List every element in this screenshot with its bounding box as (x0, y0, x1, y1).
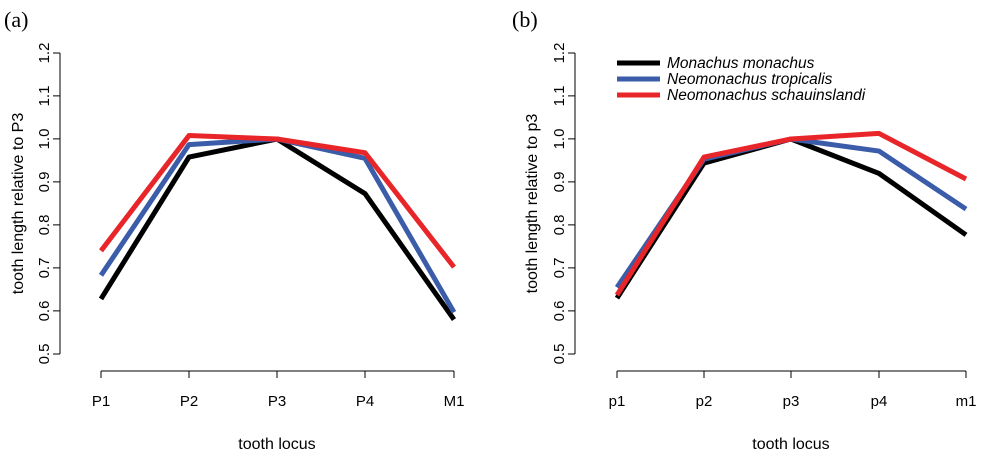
y-axis-b (568, 52, 576, 355)
series-lines-a (98, 133, 457, 322)
series-line-neomonachus-tropicalis-a (98, 136, 457, 314)
x-tick-labels-a: P1 P2 P3 P4 M1 (92, 393, 465, 410)
x-tick-label: p3 (783, 393, 800, 410)
y-tick-label: 1.2 (551, 43, 568, 64)
y-tick-label: 0.6 (551, 301, 568, 322)
x-tick-label: p1 (609, 393, 626, 410)
y-axis-title-a: tooth length relative to P3 (10, 113, 27, 295)
y-tick-label: 0.6 (36, 301, 53, 322)
x-tick-label: P4 (356, 393, 374, 410)
y-tick-label: 1.0 (36, 129, 53, 150)
series-line-monachus-monachus-b (614, 136, 968, 300)
panel-label-b: (b) (512, 7, 538, 32)
y-tick-label: 0.7 (551, 258, 568, 279)
legend: Monachus monachus Neomonachus tropicalis… (617, 55, 866, 104)
y-tick-label: 0.8 (551, 215, 568, 236)
y-tick-label: 1.1 (36, 86, 53, 107)
legend-label-monachus-monachus: Monachus monachus (667, 55, 815, 72)
y-tick-label: 0.9 (551, 172, 568, 193)
x-tick-labels-b: p1 p2 p3 p4 m1 (609, 393, 977, 410)
y-tick-label: 0.9 (36, 172, 53, 193)
legend-label-neomonachus-schauinslandi: Neomonachus schauinslandi (667, 87, 866, 104)
panel-label-a: (a) (4, 7, 28, 32)
y-axis-title-b: tooth length relative to p3 (524, 114, 541, 294)
y-tick-label: 0.8 (36, 215, 53, 236)
x-tick-label: m1 (956, 393, 977, 410)
series-line-neomonachus-schauinslandi-b (614, 130, 968, 297)
y-tick-label: 1.1 (551, 86, 568, 107)
x-axis-b (616, 370, 967, 378)
x-axis-a (100, 370, 455, 378)
y-axis-a (53, 52, 61, 355)
x-tick-label: P2 (180, 393, 198, 410)
x-axis-title-b: tooth locus (752, 436, 829, 453)
y-tick-labels-a: 0.5 0.6 0.7 0.8 0.9 1.0 1.1 1.2 (36, 43, 53, 365)
series-line-neomonachus-schauinslandi-a (99, 133, 456, 269)
chart-panel-a: (a) 0.50.60.70.80.91.01.11.2 P1 P2 P3 P4 M1 … (4, 7, 464, 453)
y-tick-label: 1.0 (551, 129, 568, 150)
x-tick-label: p2 (696, 393, 713, 410)
series-line-monachus-monachus-a (98, 136, 457, 322)
x-tick-label: P1 (92, 393, 110, 410)
y-tick-label: 0.5 (551, 344, 568, 365)
y-tick-label: 0.5 (36, 344, 53, 365)
legend-label-neomonachus-tropicalis: Neomonachus tropicalis (667, 71, 833, 88)
x-axis-title-a: tooth locus (238, 436, 315, 453)
y-tick-label: 0.7 (36, 258, 53, 279)
x-tick-label: M1 (444, 393, 465, 410)
x-tick-label: P3 (268, 393, 286, 410)
y-tick-labels-b: 0.5 0.6 0.7 0.8 0.9 1.0 1.1 1.2 (551, 43, 568, 365)
y-tick-label: 1.2 (36, 43, 53, 64)
x-tick-label: p4 (871, 393, 888, 410)
chart-panel-b: (b) 0.50.60.70.80.91.01.11.2 p1 p2 p3 p4 m1 … (512, 7, 976, 453)
series-lines-b (614, 130, 968, 300)
